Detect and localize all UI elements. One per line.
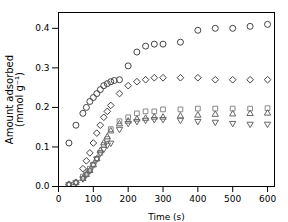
svg-text:500: 500 bbox=[224, 194, 241, 204]
svg-text:Time (s): Time (s) bbox=[147, 212, 185, 222]
svg-text:400: 400 bbox=[189, 194, 206, 204]
svg-text:Amount adsorbed(mmol g⁻¹): Amount adsorbed(mmol g⁻¹) bbox=[4, 55, 25, 144]
svg-text:200: 200 bbox=[120, 194, 137, 204]
svg-text:0.2: 0.2 bbox=[35, 102, 49, 112]
svg-text:0.4: 0.4 bbox=[35, 23, 50, 33]
svg-text:0.1: 0.1 bbox=[35, 142, 49, 152]
svg-text:100: 100 bbox=[85, 194, 102, 204]
svg-text:600: 600 bbox=[259, 194, 276, 204]
svg-text:0.0: 0.0 bbox=[35, 181, 50, 191]
svg-text:0.3: 0.3 bbox=[35, 63, 49, 73]
svg-text:300: 300 bbox=[154, 194, 171, 204]
svg-text:0: 0 bbox=[56, 194, 62, 204]
